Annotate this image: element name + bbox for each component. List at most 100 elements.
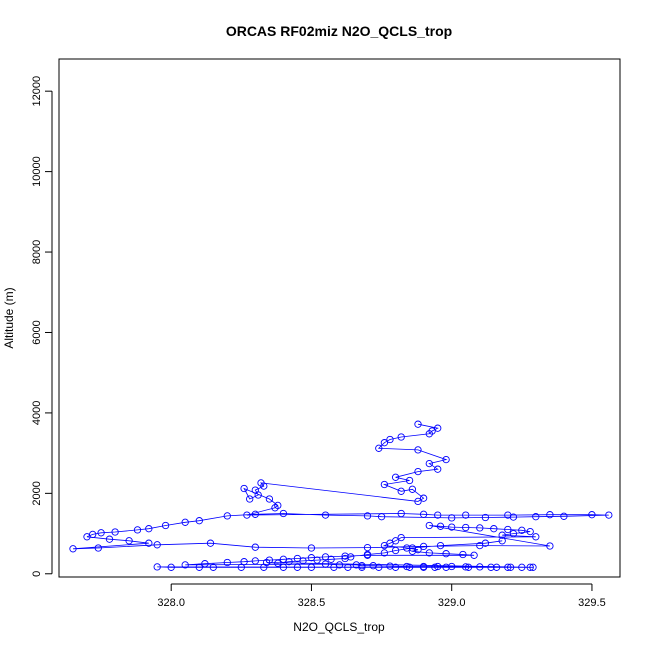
plot-frame (58, 58, 621, 578)
data-point (223, 558, 231, 567)
data-point (498, 531, 506, 539)
data-point (206, 539, 215, 547)
data-point (69, 545, 77, 553)
data-point (167, 563, 175, 571)
data-point (391, 473, 400, 481)
data-point (181, 518, 189, 526)
chart-title: ORCAS RF02miz N2O_QCLS_trop (226, 23, 452, 39)
data-point (431, 563, 439, 571)
data-point (377, 513, 386, 521)
data-point (386, 435, 394, 444)
data-point (285, 558, 293, 566)
data-point (529, 563, 537, 571)
data-point (94, 544, 102, 552)
data-point (341, 552, 349, 560)
data-point (434, 562, 442, 571)
data-point (251, 557, 259, 565)
data-point (476, 524, 484, 532)
data-point (560, 512, 568, 520)
data-point (436, 522, 445, 530)
data-point (434, 424, 442, 432)
data-point (358, 563, 366, 571)
data-point (105, 535, 114, 543)
data-point (363, 550, 372, 559)
data-point (327, 555, 335, 563)
data-point (481, 513, 490, 522)
data-point (436, 541, 445, 550)
data-point (391, 546, 400, 555)
data-point (498, 537, 506, 545)
data-point (240, 558, 248, 566)
data-point (195, 517, 203, 525)
data-point (414, 446, 422, 454)
data-point (209, 563, 217, 571)
data-point (375, 563, 383, 571)
data-point (279, 509, 288, 518)
data-point (442, 550, 450, 558)
data-point (265, 495, 274, 503)
data-point (509, 513, 518, 521)
data-point (526, 527, 534, 536)
data-point (546, 542, 554, 550)
data-point (344, 563, 352, 571)
data-point (403, 562, 411, 571)
data-point (243, 511, 251, 519)
data-point (153, 563, 161, 571)
data-point (181, 561, 189, 569)
data-point (408, 547, 417, 555)
data-point (347, 553, 355, 561)
data-point (201, 560, 209, 568)
data-point (532, 513, 540, 521)
data-point (405, 476, 414, 485)
data-point (448, 523, 456, 531)
data-point (448, 562, 456, 571)
data-point (546, 511, 554, 519)
data-point (442, 563, 450, 571)
data-point (425, 430, 433, 438)
data-point (145, 539, 153, 547)
data-point (274, 559, 282, 567)
data-point (375, 444, 383, 452)
data-point (380, 549, 389, 557)
data-point (380, 480, 389, 489)
data-point (262, 558, 271, 567)
data-point (448, 514, 456, 522)
data-point (408, 485, 417, 493)
data-point (470, 551, 478, 559)
data-point (481, 539, 490, 547)
data-point (504, 563, 512, 571)
data-point (397, 509, 405, 518)
data-point (369, 562, 377, 570)
data-point (442, 455, 450, 464)
data-point (321, 560, 330, 568)
data-point (419, 542, 428, 551)
x-tick-label: 328.5 (298, 597, 326, 609)
data-point (419, 494, 428, 502)
data-point (509, 529, 518, 538)
data-point (125, 537, 133, 545)
data-point (408, 544, 417, 552)
data-point (459, 550, 467, 559)
y-tick-label: 6000 (31, 320, 43, 344)
data-point (518, 526, 526, 534)
x-tick-label: 329.0 (438, 597, 466, 609)
data-point (434, 511, 442, 519)
data-point (363, 543, 372, 552)
data-point (397, 533, 405, 542)
data-point (260, 482, 268, 490)
data-point (153, 541, 161, 549)
x-axis-label: N2O_QCLS_trop (293, 620, 385, 634)
data-point (313, 556, 321, 564)
y-axis-label: Altitude (m) (2, 287, 16, 348)
data-point (588, 511, 596, 519)
data-point (254, 491, 262, 499)
data-point (133, 526, 142, 534)
series-line (72, 423, 609, 568)
data-point (380, 439, 389, 447)
data-point (462, 523, 470, 532)
data-point (425, 549, 433, 557)
data-point (83, 533, 91, 541)
x-axis: 328.0 328.5 329.0 329.5 (157, 583, 606, 609)
data-point (111, 528, 119, 536)
data-point (341, 554, 349, 563)
